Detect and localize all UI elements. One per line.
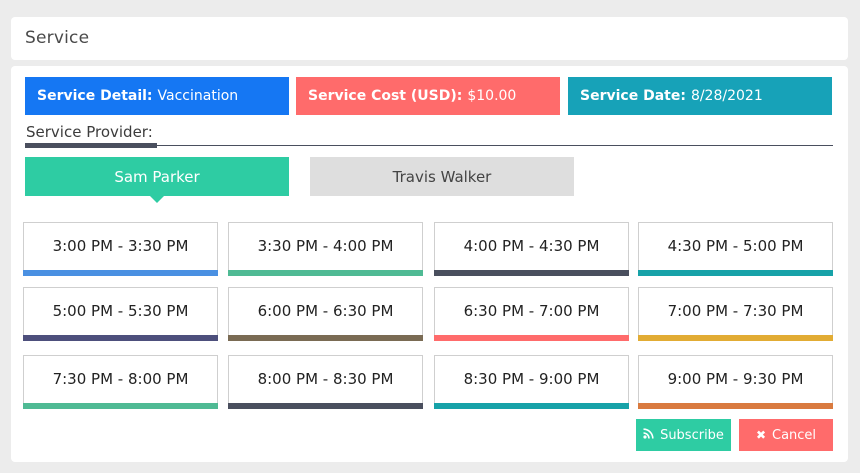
time-slot-label: 3:30 PM - 4:00 PM [257, 237, 394, 255]
time-slot-color-bar [434, 270, 629, 276]
dialog-body: Service Detail: Vaccination Service Cost… [11, 66, 848, 462]
tab-travis-walker[interactable]: Travis Walker [310, 157, 574, 196]
time-slot-color-bar [23, 270, 218, 276]
time-slot-label: 6:00 PM - 6:30 PM [257, 302, 394, 320]
time-slot-color-bar [228, 270, 423, 276]
service-detail-value: Vaccination [157, 88, 239, 104]
active-tab-arrow [150, 196, 164, 203]
time-slot[interactable]: 5:00 PM - 5:30 PM [23, 287, 218, 341]
service-cost-value: $10.00 [467, 88, 517, 104]
tab-sam-parker-label: Sam Parker [114, 167, 200, 186]
time-slot[interactable]: 7:30 PM - 8:00 PM [23, 355, 218, 409]
cancel-label: Cancel [772, 427, 817, 443]
service-cost-label: Service Cost (USD): [308, 88, 463, 104]
time-slot[interactable]: 7:00 PM - 7:30 PM [638, 287, 833, 341]
time-slot[interactable]: 4:30 PM - 5:00 PM [638, 222, 833, 276]
time-slot-color-bar [434, 335, 629, 341]
service-date-box: Service Date: 8/28/2021 [568, 77, 832, 115]
dialog-title: Service [25, 28, 90, 48]
close-icon: ✖ [755, 428, 766, 442]
time-slot[interactable]: 6:00 PM - 6:30 PM [228, 287, 423, 341]
service-provider-label: Service Provider: [26, 123, 153, 141]
dialog-header: Service [11, 17, 848, 60]
service-detail-label: Service Detail: [37, 88, 153, 104]
service-detail-box: Service Detail: Vaccination [25, 77, 289, 115]
tab-travis-walker-label: Travis Walker [392, 167, 492, 186]
time-slot[interactable]: 6:30 PM - 7:00 PM [434, 287, 629, 341]
time-slot-color-bar [228, 335, 423, 341]
time-slot[interactable]: 9:00 PM - 9:30 PM [638, 355, 833, 409]
cancel-button[interactable]: ✖ Cancel [739, 419, 833, 451]
time-slot-label: 7:30 PM - 8:00 PM [52, 370, 189, 388]
time-slot-label: 8:00 PM - 8:30 PM [257, 370, 394, 388]
time-slot-label: 8:30 PM - 9:00 PM [463, 370, 600, 388]
subscribe-button[interactable]: Subscribe [636, 419, 731, 451]
time-slot-color-bar [638, 335, 833, 341]
time-slot-label: 3:00 PM - 3:30 PM [52, 237, 189, 255]
time-slot-color-bar [638, 270, 833, 276]
time-slot-color-bar [23, 335, 218, 341]
tab-sam-parker[interactable]: Sam Parker [25, 157, 289, 203]
time-slot[interactable]: 3:30 PM - 4:00 PM [228, 222, 423, 276]
time-slot[interactable]: 8:30 PM - 9:00 PM [434, 355, 629, 409]
time-slot-label: 6:30 PM - 7:00 PM [463, 302, 600, 320]
subscribe-label: Subscribe [660, 427, 724, 443]
time-slot-label: 7:00 PM - 7:30 PM [667, 302, 804, 320]
time-slot[interactable]: 3:00 PM - 3:30 PM [23, 222, 218, 276]
time-slot-label: 4:30 PM - 5:00 PM [667, 237, 804, 255]
service-date-label: Service Date: [580, 88, 686, 104]
rss-icon [643, 428, 654, 442]
time-slot-color-bar [23, 403, 218, 409]
service-date-value: 8/28/2021 [690, 88, 763, 104]
time-slot-color-bar [434, 403, 629, 409]
time-slot-label: 9:00 PM - 9:30 PM [667, 370, 804, 388]
provider-divider-accent [25, 143, 157, 148]
time-slot-label: 4:00 PM - 4:30 PM [463, 237, 600, 255]
service-cost-box: Service Cost (USD): $10.00 [296, 77, 560, 115]
time-slot-color-bar [228, 403, 423, 409]
time-slot-color-bar [638, 403, 833, 409]
time-slot-label: 5:00 PM - 5:30 PM [52, 302, 189, 320]
provider-divider [25, 145, 833, 146]
time-slot[interactable]: 8:00 PM - 8:30 PM [228, 355, 423, 409]
time-slot[interactable]: 4:00 PM - 4:30 PM [434, 222, 629, 276]
